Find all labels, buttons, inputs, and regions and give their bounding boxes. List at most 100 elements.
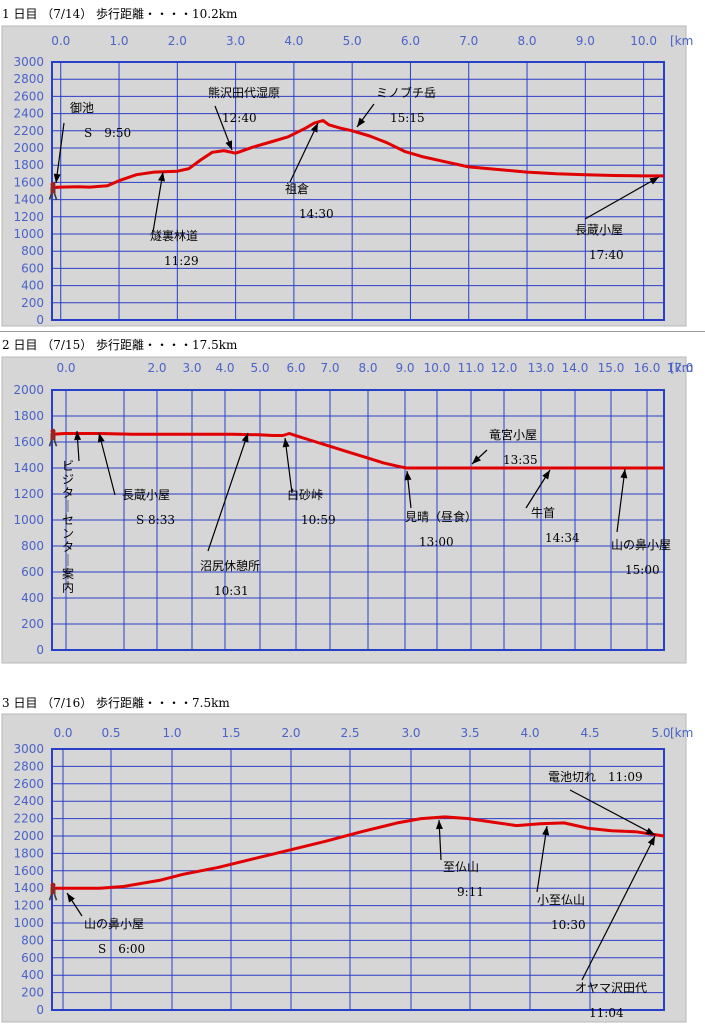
annotation: 燧裏林道 11:29 (150, 228, 199, 268)
annotation-text: 熊沢田代湿原 (208, 85, 280, 100)
x-tick-label: 13.0 (528, 361, 555, 375)
y-tick-label: 2400 (13, 794, 44, 808)
x-unit-label: [km (670, 726, 693, 740)
annotation-text: 14:34 (545, 531, 580, 545)
annotation-text: 至仏山 (443, 860, 479, 874)
x-tick-label: 0.0 (56, 361, 75, 375)
y-tick-label: 1000 (13, 916, 44, 930)
y-tick-label: 2200 (13, 812, 44, 826)
chart-day1: 1 日目 （7/14） 歩行距離・・・・10.2km 0 200 400 600 800… (0, 0, 705, 330)
annotation-text: S 8:33 (136, 513, 175, 527)
annotation-char: タ (62, 486, 74, 500)
y-tick-label: 2800 (13, 759, 44, 773)
annotation-arrow (616, 468, 628, 533)
annotation: ミノブチ岳 15:15 (376, 85, 436, 125)
annotation: 祖倉 14:30 (285, 181, 334, 221)
hiker-icon (48, 882, 58, 901)
y-tick-label: 800 (21, 244, 44, 258)
x-tick-label: 0.5 (101, 726, 120, 740)
y-tick-label: 1400 (13, 193, 44, 207)
x-tick-label: 3.5 (460, 726, 479, 740)
x-tick-label: 1.5 (221, 726, 240, 740)
x-tick-label: 5.0 (651, 726, 670, 740)
x-tick-label: 17.0 (667, 361, 694, 375)
annotation-text: 13:35 (503, 453, 538, 467)
annotation-text: 13:00 (419, 535, 454, 549)
annotation: 竜宮小屋 13:35 (489, 427, 538, 467)
chart-title: 3 日目 （7/16） 歩行距離・・・・7.5km (2, 696, 230, 710)
y-tick-label: 3000 (13, 55, 44, 69)
annotation: 長蔵小屋 S 8:33 (122, 488, 175, 527)
annotation-char: ｜ (62, 554, 74, 568)
annotation: 沼尻休憩所 10:31 (200, 558, 260, 598)
annotation-text: 長蔵小屋 (122, 488, 170, 502)
x-tick-label: 1.0 (162, 726, 181, 740)
annotation-text: ミノブチ岳 (376, 85, 436, 100)
annotation-text: 沼尻休憩所 (200, 558, 260, 573)
y-tick-label: 2400 (13, 107, 44, 121)
x-tick-label: 4.0 (215, 361, 234, 375)
y-tick-label: 1400 (13, 881, 44, 895)
x-tick-label: 2.0 (168, 34, 187, 48)
annotation-text: 白砂峠 (287, 487, 323, 502)
annotation-text: 山の鼻小屋 (84, 916, 144, 931)
y-tick-label: 2000 (13, 383, 44, 397)
y-tick-label: 600 (21, 565, 44, 579)
x-tick-label: 4.0 (520, 726, 539, 740)
annotation-text: 10:59 (301, 513, 336, 527)
x-unit-label: [km (670, 361, 693, 375)
y-tick-label: 2000 (13, 141, 44, 155)
annotation: 熊沢田代湿原 12:40 (208, 85, 280, 125)
y-tick-label: 2000 (13, 829, 44, 843)
x-tick-label: 9.0 (576, 34, 595, 48)
annotation-text: 17:40 (589, 248, 624, 262)
annotation-text: 電池切れ 11:09 (548, 770, 643, 784)
x-tick-label: 1.0 (109, 34, 128, 48)
annotation-text: 見晴（昼食） (405, 509, 477, 524)
y-tick-label: 1800 (13, 846, 44, 860)
y-tick-label: 400 (21, 279, 44, 293)
chart-title: 2 日目 （7/15） 歩行距離・・・・17.5km (2, 338, 238, 352)
annotation: 白砂峠 10:59 (287, 487, 336, 527)
annotation: オヤマ沢田代 11:04 (575, 981, 647, 1020)
annotation: 牛首 14:34 (531, 505, 580, 545)
chart-day3: 3 日目 （7/16） 歩行距離・・・・7.5km 0 200 400 600 800 1… (0, 690, 705, 1028)
divider (0, 331, 705, 332)
hiker-icon (48, 182, 58, 200)
y-tick-label: 800 (21, 539, 44, 553)
elevation-line (51, 432, 664, 470)
y-tick-label: 200 (21, 617, 44, 631)
x-tick-label: 7.0 (320, 361, 339, 375)
annotation-char: 内 (62, 581, 74, 595)
chart-title: 1 日目 （7/14） 歩行距離・・・・10.2km (2, 7, 238, 21)
annotation-arrow (581, 835, 656, 981)
annotation-text: 竜宮小屋 (489, 427, 537, 442)
hiker-icon (48, 428, 58, 447)
annotation-arrow (536, 825, 550, 893)
annotation-arrow (404, 470, 412, 509)
x-tick-label: 2.0 (147, 361, 166, 375)
annotation-text: S 6:00 (98, 942, 145, 956)
y-tick-label: 1600 (13, 175, 44, 189)
y-tick-label: 2600 (13, 89, 44, 103)
annotation-text: 12:40 (222, 111, 257, 125)
annotation-text: 10:30 (551, 918, 586, 932)
annotation-arrow (569, 789, 656, 836)
annotation-char: セ (62, 513, 74, 527)
x-tick-label: 6.0 (401, 34, 420, 48)
plot-area (51, 61, 665, 321)
y-tick-label: 1200 (13, 487, 44, 501)
annotation-arrow (282, 437, 293, 494)
x-tick-label: 0.0 (51, 34, 70, 48)
annotation-text: 燧裏林道 (150, 228, 198, 243)
annotation-text: 15:00 (625, 563, 660, 577)
annotation-arrow (289, 122, 319, 183)
elevation-chart-day1: 0 200 400 600 800 1000 1200 1400 1600 1800 2000 220… (1, 25, 693, 327)
annotation-text: 11:29 (164, 254, 199, 268)
annotation-arrow (97, 432, 116, 496)
x-tick-label: 5.0 (250, 361, 269, 375)
annotation-char: タ (62, 540, 74, 554)
chart-day2: 2 日目 （7/15） 歩行距離・・・・17.5km 0 200 400 600 800… (0, 333, 705, 678)
y-tick-label: 200 (21, 986, 44, 1000)
y-tick-label: 2200 (13, 124, 44, 138)
